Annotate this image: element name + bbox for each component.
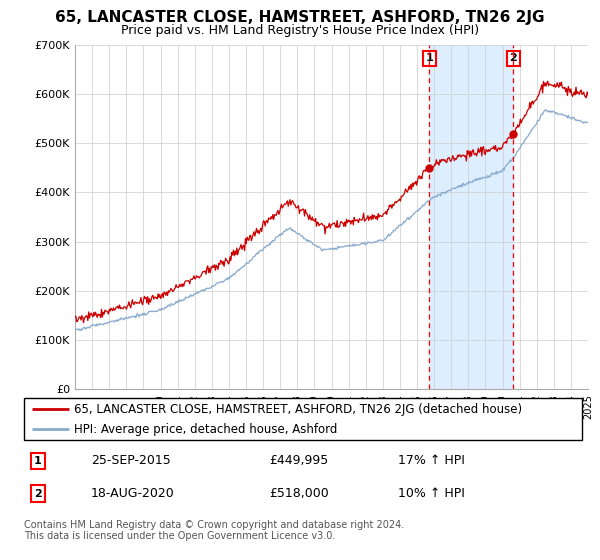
Text: HPI: Average price, detached house, Ashford: HPI: Average price, detached house, Ashf… xyxy=(74,423,338,436)
FancyBboxPatch shape xyxy=(24,398,582,440)
Text: 18-AUG-2020: 18-AUG-2020 xyxy=(91,487,175,500)
Text: 1: 1 xyxy=(425,53,433,63)
Text: 2: 2 xyxy=(509,53,517,63)
Text: 10% ↑ HPI: 10% ↑ HPI xyxy=(398,487,465,500)
Text: £518,000: £518,000 xyxy=(269,487,329,500)
Text: 2: 2 xyxy=(34,488,42,498)
Text: Price paid vs. HM Land Registry's House Price Index (HPI): Price paid vs. HM Land Registry's House … xyxy=(121,24,479,36)
Text: 25-SEP-2015: 25-SEP-2015 xyxy=(91,454,171,467)
Text: 1: 1 xyxy=(34,456,42,466)
Text: 65, LANCASTER CLOSE, HAMSTREET, ASHFORD, TN26 2JG (detached house): 65, LANCASTER CLOSE, HAMSTREET, ASHFORD,… xyxy=(74,403,523,416)
Bar xyxy=(430,45,513,389)
Text: £449,995: £449,995 xyxy=(269,454,329,467)
Text: Contains HM Land Registry data © Crown copyright and database right 2024.
This d: Contains HM Land Registry data © Crown c… xyxy=(24,520,404,542)
Text: 65, LANCASTER CLOSE, HAMSTREET, ASHFORD, TN26 2JG: 65, LANCASTER CLOSE, HAMSTREET, ASHFORD,… xyxy=(55,10,545,25)
Text: 17% ↑ HPI: 17% ↑ HPI xyxy=(398,454,465,467)
